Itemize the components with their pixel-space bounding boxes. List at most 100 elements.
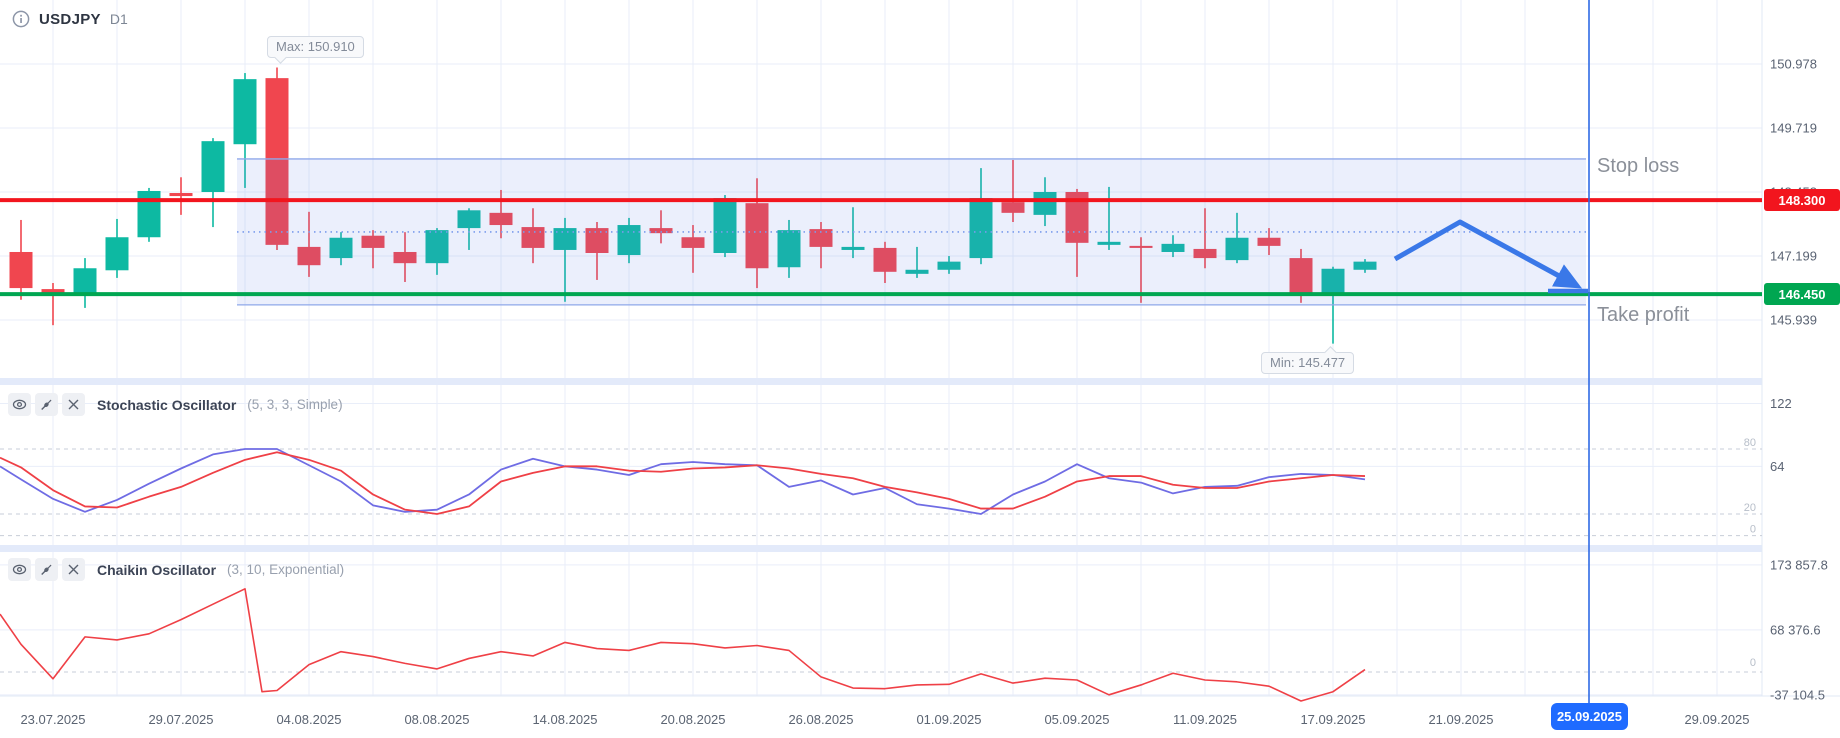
candle-body (73, 268, 97, 294)
symbol-name[interactable]: USDJPY (39, 10, 101, 28)
stoch-level-label: 80 (1744, 437, 1756, 449)
candle-body (649, 228, 673, 234)
indicator-params: (5, 3, 3, Simple) (247, 397, 343, 412)
chaikin-axis-label: 68 376.6 (1770, 622, 1821, 637)
close-icon[interactable] (62, 558, 85, 581)
candle-body (1065, 192, 1089, 243)
stoch-level-label: 0 (1750, 524, 1756, 536)
price-axis-label: 145.939 (1770, 313, 1817, 328)
candle-body (1097, 241, 1121, 245)
candle-body (809, 229, 833, 247)
take-profit-price-badge: 146.450 (1764, 283, 1840, 306)
indicator-header-stochastic: Stochastic Oscillator (5, 3, 3, Simple) (8, 393, 343, 416)
settings-wrench-icon[interactable] (35, 558, 58, 581)
settings-wrench-icon[interactable] (35, 393, 58, 416)
chaikin-line (0, 588, 1366, 702)
date-axis-label[interactable]: 29.07.2025 (148, 712, 213, 727)
price-axis-label: 147.199 (1770, 249, 1817, 264)
indicator-header-chaikin: Chaikin Oscillator (3, 10, Exponential) (8, 558, 344, 581)
stop-loss-price-badge: 148.300 (1764, 189, 1840, 212)
date-axis-label[interactable]: 08.08.2025 (404, 712, 469, 727)
candle-body (1257, 237, 1281, 246)
date-axis-label[interactable]: 29.09.2025 (1684, 712, 1749, 727)
date-axis-label[interactable]: 23.07.2025 (20, 712, 85, 727)
date-axis-label[interactable]: 11.09.2025 (1173, 712, 1237, 727)
date-axis-label[interactable]: 17.09.2025 (1300, 712, 1365, 727)
candle-body (201, 141, 225, 193)
candle-body (329, 237, 353, 259)
candle-body (1001, 202, 1025, 213)
date-axis-label[interactable]: 04.08.2025 (276, 712, 341, 727)
candle-body (745, 203, 769, 269)
take-profit-label[interactable]: Take profit (1597, 304, 1690, 326)
candle-body (361, 235, 385, 248)
date-axis-label[interactable]: 05.09.2025 (1044, 712, 1109, 727)
panel-separator (0, 545, 1762, 552)
candle-body (425, 230, 449, 264)
candle-body (9, 251, 33, 289)
max-price-tooltip: Max: 150.910 (267, 36, 364, 64)
projection-arrow[interactable] (1393, 219, 1583, 289)
candle-body (169, 193, 193, 197)
candle-body (41, 289, 65, 294)
candle-body (105, 237, 129, 271)
candle-body (873, 247, 897, 272)
candle-body (1033, 192, 1057, 215)
candle-body (713, 198, 737, 254)
date-axis-label[interactable]: 01.09.2025 (916, 712, 981, 727)
candle-body (1353, 261, 1377, 270)
candle-body (233, 79, 257, 145)
chaikin-axis-label: -37 104.5 (1770, 687, 1825, 702)
candle-body (937, 261, 961, 270)
candle-body (297, 246, 321, 266)
candle-body (489, 212, 513, 226)
candle-body (1321, 268, 1345, 294)
candle-body (905, 269, 929, 274)
min-price-tooltip: Min: 145.477 (1261, 346, 1355, 374)
close-icon[interactable] (62, 393, 85, 416)
panel-separator (0, 378, 1762, 385)
candle-body (1225, 237, 1249, 261)
candle-body (1289, 258, 1313, 294)
timeframe-label[interactable]: D1 (109, 11, 128, 27)
candle-body (777, 230, 801, 268)
stochastic-line-%k (0, 448, 1366, 515)
price-axis-label: 150.978 (1770, 57, 1817, 72)
candle-body (393, 251, 417, 264)
stoch-axis-label: 122 (1770, 396, 1792, 411)
chaikin-level-label: 0 (1750, 657, 1756, 669)
candle-body (1193, 248, 1217, 259)
candle-body (521, 227, 545, 248)
candle-body (553, 228, 577, 250)
candle-body (1161, 243, 1185, 252)
visibility-eye-icon[interactable] (8, 393, 31, 416)
candle-body (137, 190, 161, 238)
stoch-level-label: 20 (1744, 502, 1756, 514)
date-axis-label[interactable]: 26.08.2025 (788, 712, 853, 727)
date-axis-label[interactable]: 21.09.2025 (1428, 712, 1493, 727)
candle-body (457, 210, 481, 229)
chaikin-axis-label: 173 857.8 (1770, 557, 1828, 572)
candle-body (681, 237, 705, 248)
candle-body (841, 246, 865, 250)
stop-loss-label[interactable]: Stop loss (1597, 155, 1680, 177)
info-circle-icon[interactable] (12, 10, 30, 28)
visibility-eye-icon[interactable] (8, 558, 31, 581)
symbol-header: USDJPY D1 (12, 10, 128, 28)
date-axis-label[interactable]: 14.08.2025 (532, 712, 597, 727)
price-axis-label: 149.719 (1770, 121, 1817, 136)
indicator-title: Chaikin Oscillator (97, 561, 217, 578)
indicator-params: (3, 10, Exponential) (227, 562, 345, 577)
channel-annotation[interactable] (237, 158, 1586, 305)
candle-body (585, 228, 609, 254)
candle-body (265, 78, 289, 245)
date-axis-label[interactable]: 20.08.2025 (660, 712, 725, 727)
selected-date-badge: 25.09.2025 (1551, 703, 1628, 730)
stochastic-line-%d (0, 451, 1366, 515)
indicator-title: Stochastic Oscillator (97, 396, 237, 413)
candle-body (969, 198, 993, 259)
candle-body (1129, 245, 1153, 248)
stoch-axis-label: 64 (1770, 459, 1784, 474)
